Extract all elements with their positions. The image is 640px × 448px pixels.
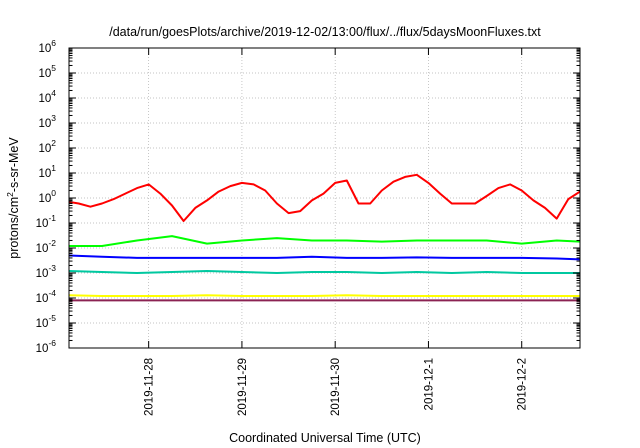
x-tick-label: 2019-11-28 <box>144 358 156 416</box>
x-tick-label: 2019-12-1 <box>423 358 435 410</box>
y-tick-label: 10-4 <box>36 288 57 305</box>
y-tick-label: 104 <box>38 88 56 105</box>
series-line <box>69 270 580 274</box>
series-line <box>69 235 580 247</box>
y-tick-label: 103 <box>38 113 56 130</box>
y-tick-label: 101 <box>38 163 56 180</box>
y-axis: 10-6 10-5 10-4 10-3 10-2 10-1 100 101 102 103 104 1… <box>36 38 580 355</box>
x-axis: 2019-11-28 2019-11-29 2019-11-30 2019-12-1 2… <box>144 48 529 416</box>
y-tick-label: 10-6 <box>36 338 57 355</box>
x-axis-label: Coordinated Universal Time (UTC) <box>229 431 421 445</box>
x-tick-label: 2019-11-30 <box>330 358 342 416</box>
series-line <box>69 173 580 222</box>
x-tick-label: 2019-12-2 <box>517 358 529 410</box>
y-axis-label: protons/cm2-s-sr-MeV <box>5 137 21 259</box>
chart-title: /data/run/goesPlots/archive/2019-12-02/1… <box>109 25 541 39</box>
grid <box>69 48 580 348</box>
series-layer <box>69 173 580 302</box>
y-tick-label: 100 <box>38 188 56 205</box>
y-tick-label: 10-3 <box>36 263 57 280</box>
y-tick-label: 105 <box>38 63 56 80</box>
y-tick-label: 10-5 <box>36 313 57 330</box>
series-line <box>69 294 580 297</box>
y-tick-label: 10-1 <box>36 213 57 230</box>
series-line <box>69 254 580 261</box>
x-tick-label: 2019-11-29 <box>237 358 249 416</box>
y-tick-label: 10-2 <box>36 238 57 255</box>
y-tick-label: 102 <box>38 138 56 155</box>
y-tick-label: 106 <box>38 38 56 55</box>
